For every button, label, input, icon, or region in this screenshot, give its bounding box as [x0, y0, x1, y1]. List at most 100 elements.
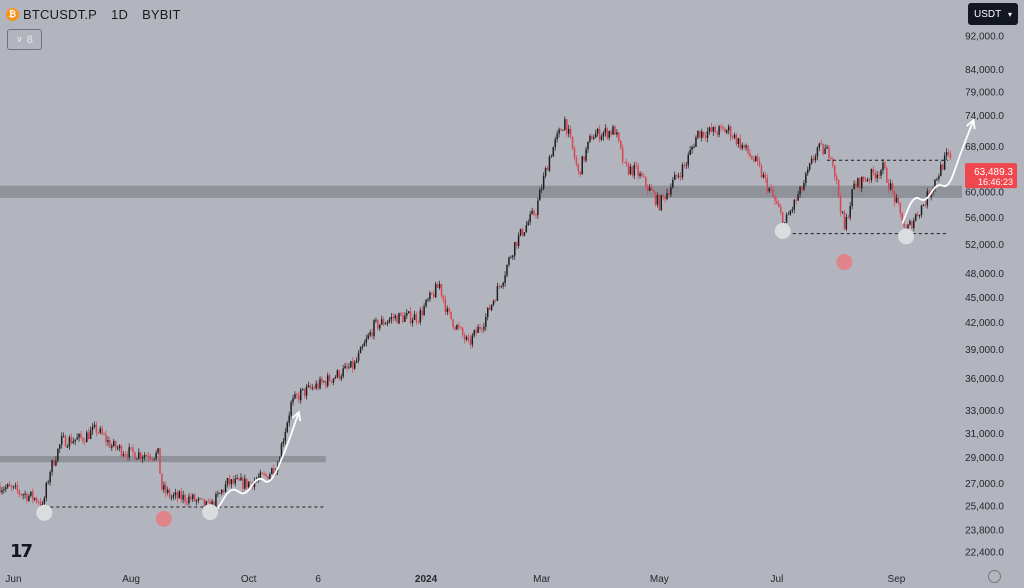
candle-body: [515, 242, 518, 247]
currency-select[interactable]: USDT ▾: [968, 3, 1018, 25]
candle: [882, 158, 884, 175]
arrow-head: [291, 410, 302, 422]
candle: [359, 346, 362, 354]
candle-body: [508, 257, 510, 265]
candle-body: [700, 131, 703, 138]
candle: [66, 444, 69, 448]
candle-body: [334, 377, 337, 379]
candle: [598, 125, 601, 143]
candle-body: [230, 479, 233, 485]
candle-body: [764, 174, 767, 179]
candle: [753, 155, 755, 163]
candle: [517, 232, 520, 249]
candle-body: [839, 196, 842, 213]
candle: [718, 124, 720, 138]
candle: [109, 437, 111, 449]
candle: [72, 437, 75, 444]
candle-body: [377, 319, 379, 329]
candle: [870, 168, 873, 183]
candle-body: [103, 433, 105, 435]
candle: [456, 324, 458, 331]
candle-body: [687, 154, 689, 165]
candle: [348, 363, 350, 370]
candle: [180, 487, 182, 503]
candle-body: [795, 199, 797, 201]
candle: [45, 481, 48, 502]
candle: [120, 444, 123, 459]
candle: [384, 322, 387, 325]
candle-body: [945, 152, 948, 156]
candle: [897, 195, 900, 206]
candle: [569, 125, 572, 140]
candle-body: [305, 386, 308, 396]
candle: [5, 484, 7, 493]
candle: [604, 124, 607, 137]
candle: [546, 165, 549, 171]
candle-body: [8, 484, 11, 487]
candle-body: [537, 200, 539, 215]
candle-body: [916, 214, 919, 217]
candle-body: [496, 286, 499, 301]
candle-body: [483, 326, 485, 330]
candle: [874, 169, 876, 182]
candle: [471, 333, 474, 348]
candle: [379, 324, 381, 331]
candle-body: [149, 457, 152, 459]
candle-body: [271, 468, 273, 475]
candle: [386, 320, 389, 327]
candle: [716, 130, 718, 138]
candle-body: [286, 422, 289, 432]
candle: [909, 219, 911, 226]
candle: [444, 295, 447, 316]
candle-body: [785, 214, 788, 223]
candle-body: [780, 207, 782, 213]
candle-body: [247, 481, 250, 488]
candle-body: [949, 154, 952, 158]
candle: [116, 445, 119, 451]
candle: [246, 478, 248, 490]
settings-icon[interactable]: [988, 570, 1001, 583]
candle-body: [296, 394, 298, 396]
candle: [467, 333, 470, 343]
candle-body: [648, 187, 651, 191]
candle-body: [68, 437, 71, 447]
candle-body: [830, 157, 832, 159]
candle: [388, 316, 391, 324]
symbol-name[interactable]: BTCUSDT.P: [23, 7, 98, 22]
candle: [436, 281, 439, 288]
candle-body: [851, 189, 853, 206]
candle-body: [938, 176, 940, 179]
candle: [97, 431, 100, 435]
candle-body: [739, 138, 742, 149]
candle: [172, 492, 175, 501]
candle-body: [186, 501, 188, 504]
candle: [849, 201, 851, 221]
candle-body: [53, 460, 55, 466]
candle-body: [99, 428, 101, 433]
candle-body: [165, 484, 167, 493]
candle-body: [124, 454, 127, 456]
candle-body: [97, 432, 100, 434]
candle-body: [560, 129, 562, 131]
candle-body: [228, 478, 231, 485]
candle: [866, 177, 869, 182]
candle-body: [415, 314, 418, 322]
candle: [80, 430, 82, 440]
candle: [602, 130, 605, 141]
candle: [126, 451, 128, 461]
candle-body: [226, 478, 229, 485]
candle-body: [37, 501, 40, 503]
candle-body: [683, 164, 686, 166]
symbol-header[interactable]: ₿ BTCUSDT.P 1D BYBIT: [6, 7, 191, 22]
indicator-toggle-button[interactable]: ∨ 8: [7, 29, 42, 50]
candle: [440, 283, 443, 299]
candle: [222, 489, 225, 495]
candle: [469, 334, 472, 349]
candle: [151, 457, 154, 462]
interval-label[interactable]: 1D: [111, 7, 129, 22]
candle-body: [141, 457, 144, 459]
candle-body: [22, 494, 24, 496]
candle: [835, 173, 838, 185]
